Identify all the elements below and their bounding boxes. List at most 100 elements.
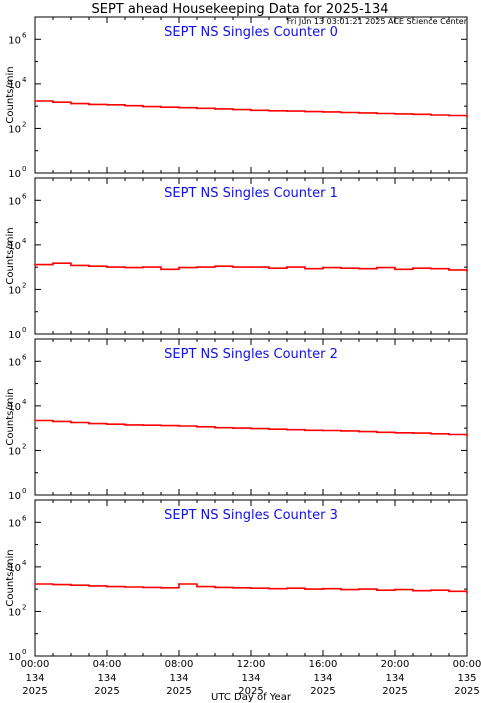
data-point xyxy=(34,419,36,422)
x-tick-label-year: 2025 xyxy=(382,686,407,697)
data-point xyxy=(214,426,216,429)
data-point xyxy=(232,586,234,589)
x-tick-label-time: 16:00 xyxy=(309,659,338,670)
data-point xyxy=(70,421,72,424)
data-point xyxy=(34,100,36,102)
data-point xyxy=(196,425,198,428)
data-point xyxy=(178,266,180,269)
data-point xyxy=(430,589,432,592)
y-tick-exponent: 6 xyxy=(22,514,27,522)
data-point xyxy=(142,105,144,108)
data-point xyxy=(178,106,180,109)
data-point xyxy=(70,584,72,587)
panel-title: SEPT NS Singles Counter 3 xyxy=(164,508,338,523)
data-point xyxy=(52,583,54,586)
data-point xyxy=(376,112,378,115)
y-tick-exponent: 0 xyxy=(22,326,26,334)
y-axis-title: Counts/min xyxy=(5,388,16,445)
data-point xyxy=(250,266,252,269)
x-tick-label-year: 2025 xyxy=(166,686,191,697)
generation-timestamp: Fri Jun 13 03:01:21 2025 ACE Science Cen… xyxy=(287,17,468,26)
data-point xyxy=(250,427,252,430)
data-point xyxy=(304,267,306,270)
y-tick-label: 10 xyxy=(8,196,21,207)
data-point xyxy=(124,266,126,269)
y-tick-label: 10 xyxy=(8,607,21,618)
x-tick-label-time: 12:00 xyxy=(237,659,266,670)
data-point xyxy=(124,104,126,107)
data-point xyxy=(340,430,342,432)
data-point xyxy=(394,268,396,271)
data-point xyxy=(70,264,72,267)
x-tick-label-time: 20:00 xyxy=(381,659,410,670)
data-point xyxy=(304,429,306,432)
data-point xyxy=(322,266,324,269)
x-tick-label-day: 134 xyxy=(385,673,404,684)
data-point xyxy=(340,588,342,591)
data-point xyxy=(88,422,90,425)
x-tick-label-day: 135 xyxy=(457,673,476,684)
data-point xyxy=(322,429,324,432)
x-tick-label-time: 00:00 xyxy=(21,659,50,670)
data-point xyxy=(412,589,414,592)
y-tick-label: 10 xyxy=(8,241,21,252)
data-point xyxy=(376,431,378,434)
data-point xyxy=(394,431,396,434)
data-point xyxy=(412,113,414,116)
data-point xyxy=(142,586,144,589)
y-tick-exponent: 0 xyxy=(22,487,26,495)
data-point xyxy=(394,588,396,591)
data-point xyxy=(268,587,270,590)
data-point xyxy=(286,110,288,112)
plot-frame xyxy=(34,177,468,335)
data-point xyxy=(196,266,198,269)
data-point xyxy=(106,103,108,106)
y-tick-exponent: 4 xyxy=(22,559,27,567)
data-point xyxy=(214,265,216,268)
panel-title: SEPT NS Singles Counter 0 xyxy=(164,25,338,40)
data-point xyxy=(124,423,126,426)
y-tick-exponent: 4 xyxy=(22,237,27,245)
data-point xyxy=(106,266,108,269)
y-tick-exponent: 6 xyxy=(22,31,27,39)
x-tick-label-time: 00:00 xyxy=(453,659,481,670)
data-point xyxy=(124,586,126,588)
y-axis-title: Counts/min xyxy=(5,227,16,284)
x-tick-label-year: 2025 xyxy=(22,686,47,697)
data-point xyxy=(358,111,360,114)
data-point xyxy=(232,266,234,269)
x-tick-label-day: 134 xyxy=(313,673,332,684)
panel-title: SEPT NS Singles Counter 1 xyxy=(164,186,338,201)
y-tick-exponent: 4 xyxy=(22,76,27,84)
y-tick-exponent: 0 xyxy=(22,165,26,173)
data-point xyxy=(34,583,36,585)
y-tick-label: 10 xyxy=(8,169,21,180)
data-point xyxy=(214,586,216,589)
data-point xyxy=(34,263,36,266)
data-point xyxy=(106,423,108,426)
y-tick-exponent: 6 xyxy=(22,353,27,361)
data-point xyxy=(178,583,180,585)
y-tick-exponent: 6 xyxy=(22,192,27,200)
data-point xyxy=(448,269,450,271)
x-axis-labels: 00:00 134 2025 04:00 134 2025 08:00 134 2025 12:0… xyxy=(21,659,481,697)
data-point xyxy=(448,114,450,117)
y-tick-label: 10 xyxy=(8,285,21,296)
data-point xyxy=(70,102,72,105)
data-point xyxy=(88,584,90,587)
data-point xyxy=(448,433,450,436)
data-point xyxy=(376,266,378,269)
data-point xyxy=(106,585,108,588)
data-point xyxy=(196,585,198,588)
y-tick-label: 10 xyxy=(8,124,21,135)
data-point xyxy=(466,434,468,437)
plot-frame xyxy=(34,16,468,174)
x-tick-label-time: 04:00 xyxy=(93,659,122,670)
data-point xyxy=(88,103,90,106)
x-tick-label-day: 134 xyxy=(169,673,188,684)
data-point xyxy=(286,266,288,269)
